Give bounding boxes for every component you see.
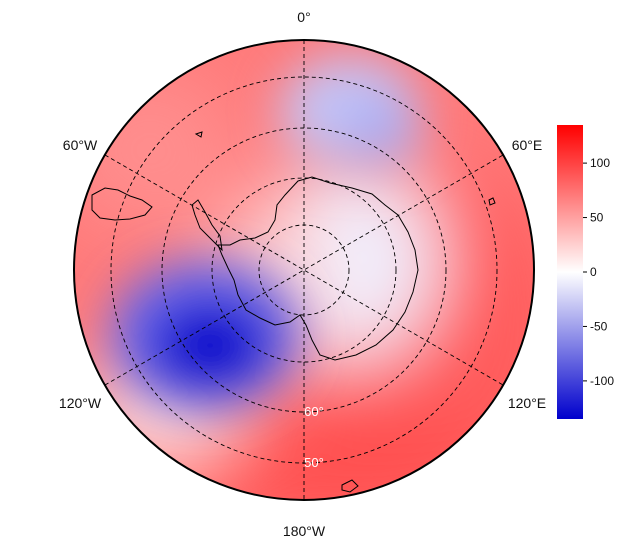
colorbar-tick-label: -50 bbox=[590, 319, 608, 333]
graticule bbox=[104, 40, 504, 500]
lon-label-0: 0° bbox=[297, 9, 310, 25]
colorbar-tick-label: 100 bbox=[590, 156, 610, 170]
antarctic-peninsula-coastline bbox=[191, 199, 223, 252]
negative-anomaly-pacific bbox=[110, 55, 420, 410]
antarctica-coastline bbox=[217, 176, 419, 361]
island-kerguelen bbox=[488, 197, 496, 206]
colorbar-gradient bbox=[557, 125, 583, 419]
lon-label-60w: 60°W bbox=[63, 137, 98, 153]
coastlines bbox=[91, 131, 496, 493]
colorbar: 100 50 0 -50 -100 bbox=[557, 125, 614, 419]
parallel-60s bbox=[161, 127, 447, 413]
parallel-70s bbox=[211, 177, 397, 363]
lon-label-120e: 120°E bbox=[508, 395, 546, 411]
lat-label-60: 60° bbox=[304, 404, 324, 419]
lon-label-60e: 60°E bbox=[512, 137, 543, 153]
island-new-zealand bbox=[341, 479, 359, 493]
lon-label-180: 180°W bbox=[283, 523, 326, 539]
colorbar-tick-label: -100 bbox=[590, 374, 614, 388]
colorbar-tick-label: 0 bbox=[590, 265, 597, 279]
island-south-georgia bbox=[194, 131, 203, 138]
lat-label-50: 50° bbox=[304, 455, 324, 470]
colorbar-tick-label: 50 bbox=[590, 211, 604, 225]
map-boundary bbox=[73, 39, 535, 501]
south-america-coastline bbox=[91, 187, 153, 221]
lon-label-120w: 120°W bbox=[59, 395, 102, 411]
colorbar-ticks: 100 50 0 -50 -100 bbox=[583, 156, 614, 388]
